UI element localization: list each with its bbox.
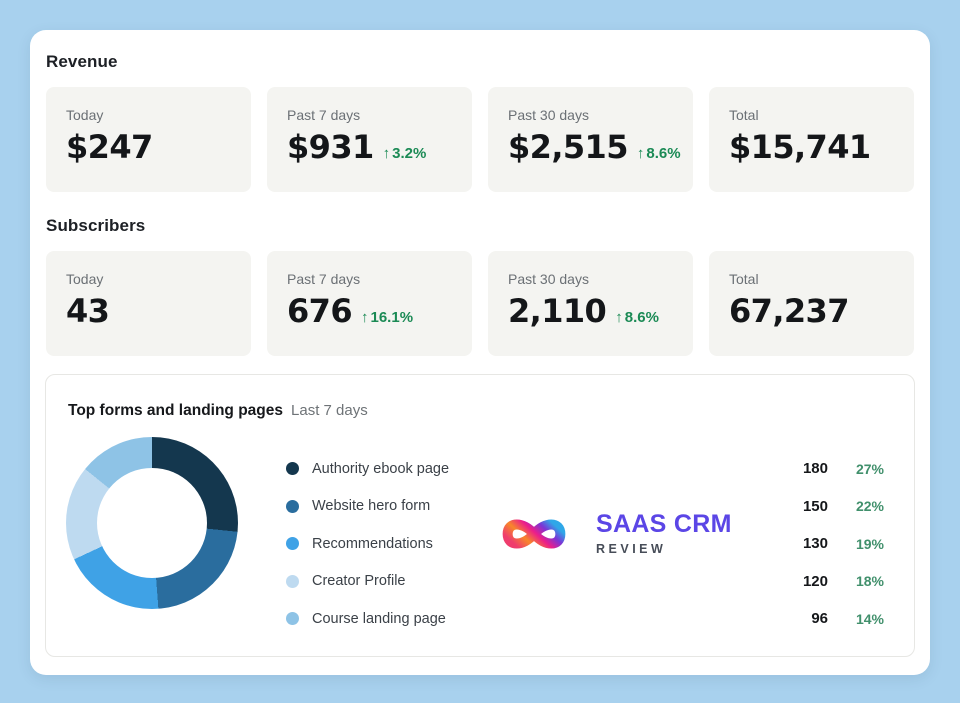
- stat-label: Total: [729, 107, 759, 123]
- legend-percent: 27%: [855, 460, 884, 477]
- stat-label: Past 30 days: [508, 107, 589, 123]
- stat-label: Total: [729, 271, 759, 287]
- stat-label: Past 7 days: [287, 271, 361, 287]
- stat-value: 2,110: [508, 292, 607, 330]
- legend-dot-icon: [286, 574, 299, 588]
- watermark-title: SAAS CRM: [596, 510, 732, 538]
- donut-chart-hole: [97, 468, 207, 578]
- stat-delta: [162, 145, 164, 162]
- legend-label: Creator Profile: [312, 573, 406, 590]
- stat-label: Today: [66, 107, 104, 123]
- subscribers-card-today: Today 43: [46, 251, 251, 356]
- stat-label: Past 30 days: [508, 271, 589, 287]
- donut-legend: Authority ebook page 180 27% Website her…: [286, 450, 884, 638]
- legend-percent: 14%: [855, 610, 884, 627]
- trend-up-icon: ↑: [361, 309, 369, 326]
- subscribers-card-past-7-days: Past 7 days 676 ↑ 16.1%: [267, 251, 472, 356]
- subscribers-cards-row: Today 43 Past 7 days 676 ↑ 16.1% Past 30 …: [46, 251, 914, 356]
- legend-value: 150: [802, 497, 828, 515]
- legend-percent: 22%: [855, 498, 884, 515]
- legend-row: Recommendations 130 19%: [286, 525, 884, 563]
- legend-row: Course landing page 96 14%: [286, 600, 884, 638]
- trend-up-icon: ↑: [615, 309, 623, 326]
- legend-dot-icon: [286, 462, 299, 476]
- revenue-card-past-7-days: Past 7 days $931 ↑ 3.2%: [267, 87, 472, 192]
- legend-label: Course landing page: [312, 610, 446, 627]
- legend-value: 130: [802, 535, 828, 553]
- legend-label: Website hero form: [312, 498, 431, 515]
- legend-dot-icon: [286, 612, 299, 626]
- stat-delta-value: 3.2%: [392, 145, 427, 162]
- stat-delta-value: 16.1%: [370, 309, 414, 326]
- legend-value: 96: [811, 610, 828, 628]
- legend-value: 120: [802, 572, 828, 590]
- stat-delta: ↑ 3.2%: [383, 145, 427, 162]
- trend-up-icon: ↑: [636, 145, 645, 162]
- stat-delta: ↑ 8.6%: [615, 309, 659, 326]
- legend-dot-icon: [286, 537, 299, 551]
- legend-percent: 18%: [855, 573, 884, 590]
- subscribers-card-past-30-days: Past 30 days 2,110 ↑ 8.6%: [488, 251, 693, 356]
- top-forms-card-period: Last 7 days: [291, 402, 368, 419]
- revenue-card-today: Today $247: [46, 87, 251, 192]
- stat-value: $247: [66, 128, 153, 166]
- stat-value: 43: [66, 292, 110, 330]
- stat-value: $2,515: [508, 128, 628, 166]
- dashboard-panel: Revenue Today $247 Past 7 days $931 ↑ 3.2…: [30, 30, 930, 675]
- stat-label: Past 7 days: [287, 107, 361, 123]
- subscribers-card-total: Total 67,237: [709, 251, 914, 356]
- donut-chart: [66, 437, 238, 609]
- legend-row: Authority ebook page 180 27%: [286, 450, 884, 488]
- legend-row: Website hero form 150 22%: [286, 488, 884, 526]
- revenue-card-total: Total $15,741: [709, 87, 914, 192]
- top-forms-card: Top forms and landing pages Last 7 days …: [45, 374, 915, 657]
- trend-up-icon: ↑: [382, 145, 391, 162]
- infinity-logo-icon: [502, 519, 566, 549]
- stat-delta: ↑ 8.6%: [637, 145, 681, 162]
- stat-value: $15,741: [729, 128, 871, 166]
- subscribers-section-title: Subscribers: [46, 216, 146, 235]
- watermark-text: SAAS CRM REVIEW: [596, 510, 732, 557]
- top-forms-card-title: Top forms and landing pages: [68, 402, 284, 419]
- stat-value: 676: [287, 292, 353, 330]
- watermark-logo: SAAS CRM REVIEW: [484, 503, 732, 565]
- stat-delta-value: 8.6%: [646, 145, 681, 162]
- legend-value: 180: [802, 460, 828, 478]
- revenue-cards-row: Today $247 Past 7 days $931 ↑ 3.2% Past 3…: [46, 87, 914, 192]
- revenue-card-past-30-days: Past 30 days $2,515 ↑ 8.6%: [488, 87, 693, 192]
- stat-value: 67,237: [729, 292, 849, 330]
- top-forms-card-header: Top forms and landing pages Last 7 days: [68, 402, 368, 420]
- stat-value: $931: [287, 128, 374, 166]
- legend-label: Authority ebook page: [312, 460, 450, 477]
- stat-label: Today: [66, 271, 104, 287]
- stat-delta: ↑ 16.1%: [361, 309, 413, 326]
- watermark-subtitle: REVIEW: [596, 542, 667, 556]
- revenue-section-title: Revenue: [46, 52, 118, 71]
- legend-dot-icon: [286, 499, 299, 513]
- legend-percent: 19%: [855, 535, 884, 552]
- stat-delta-value: 8.6%: [624, 309, 659, 326]
- legend-label: Recommendations: [312, 535, 433, 552]
- legend-row: Creator Profile 120 18%: [286, 563, 884, 601]
